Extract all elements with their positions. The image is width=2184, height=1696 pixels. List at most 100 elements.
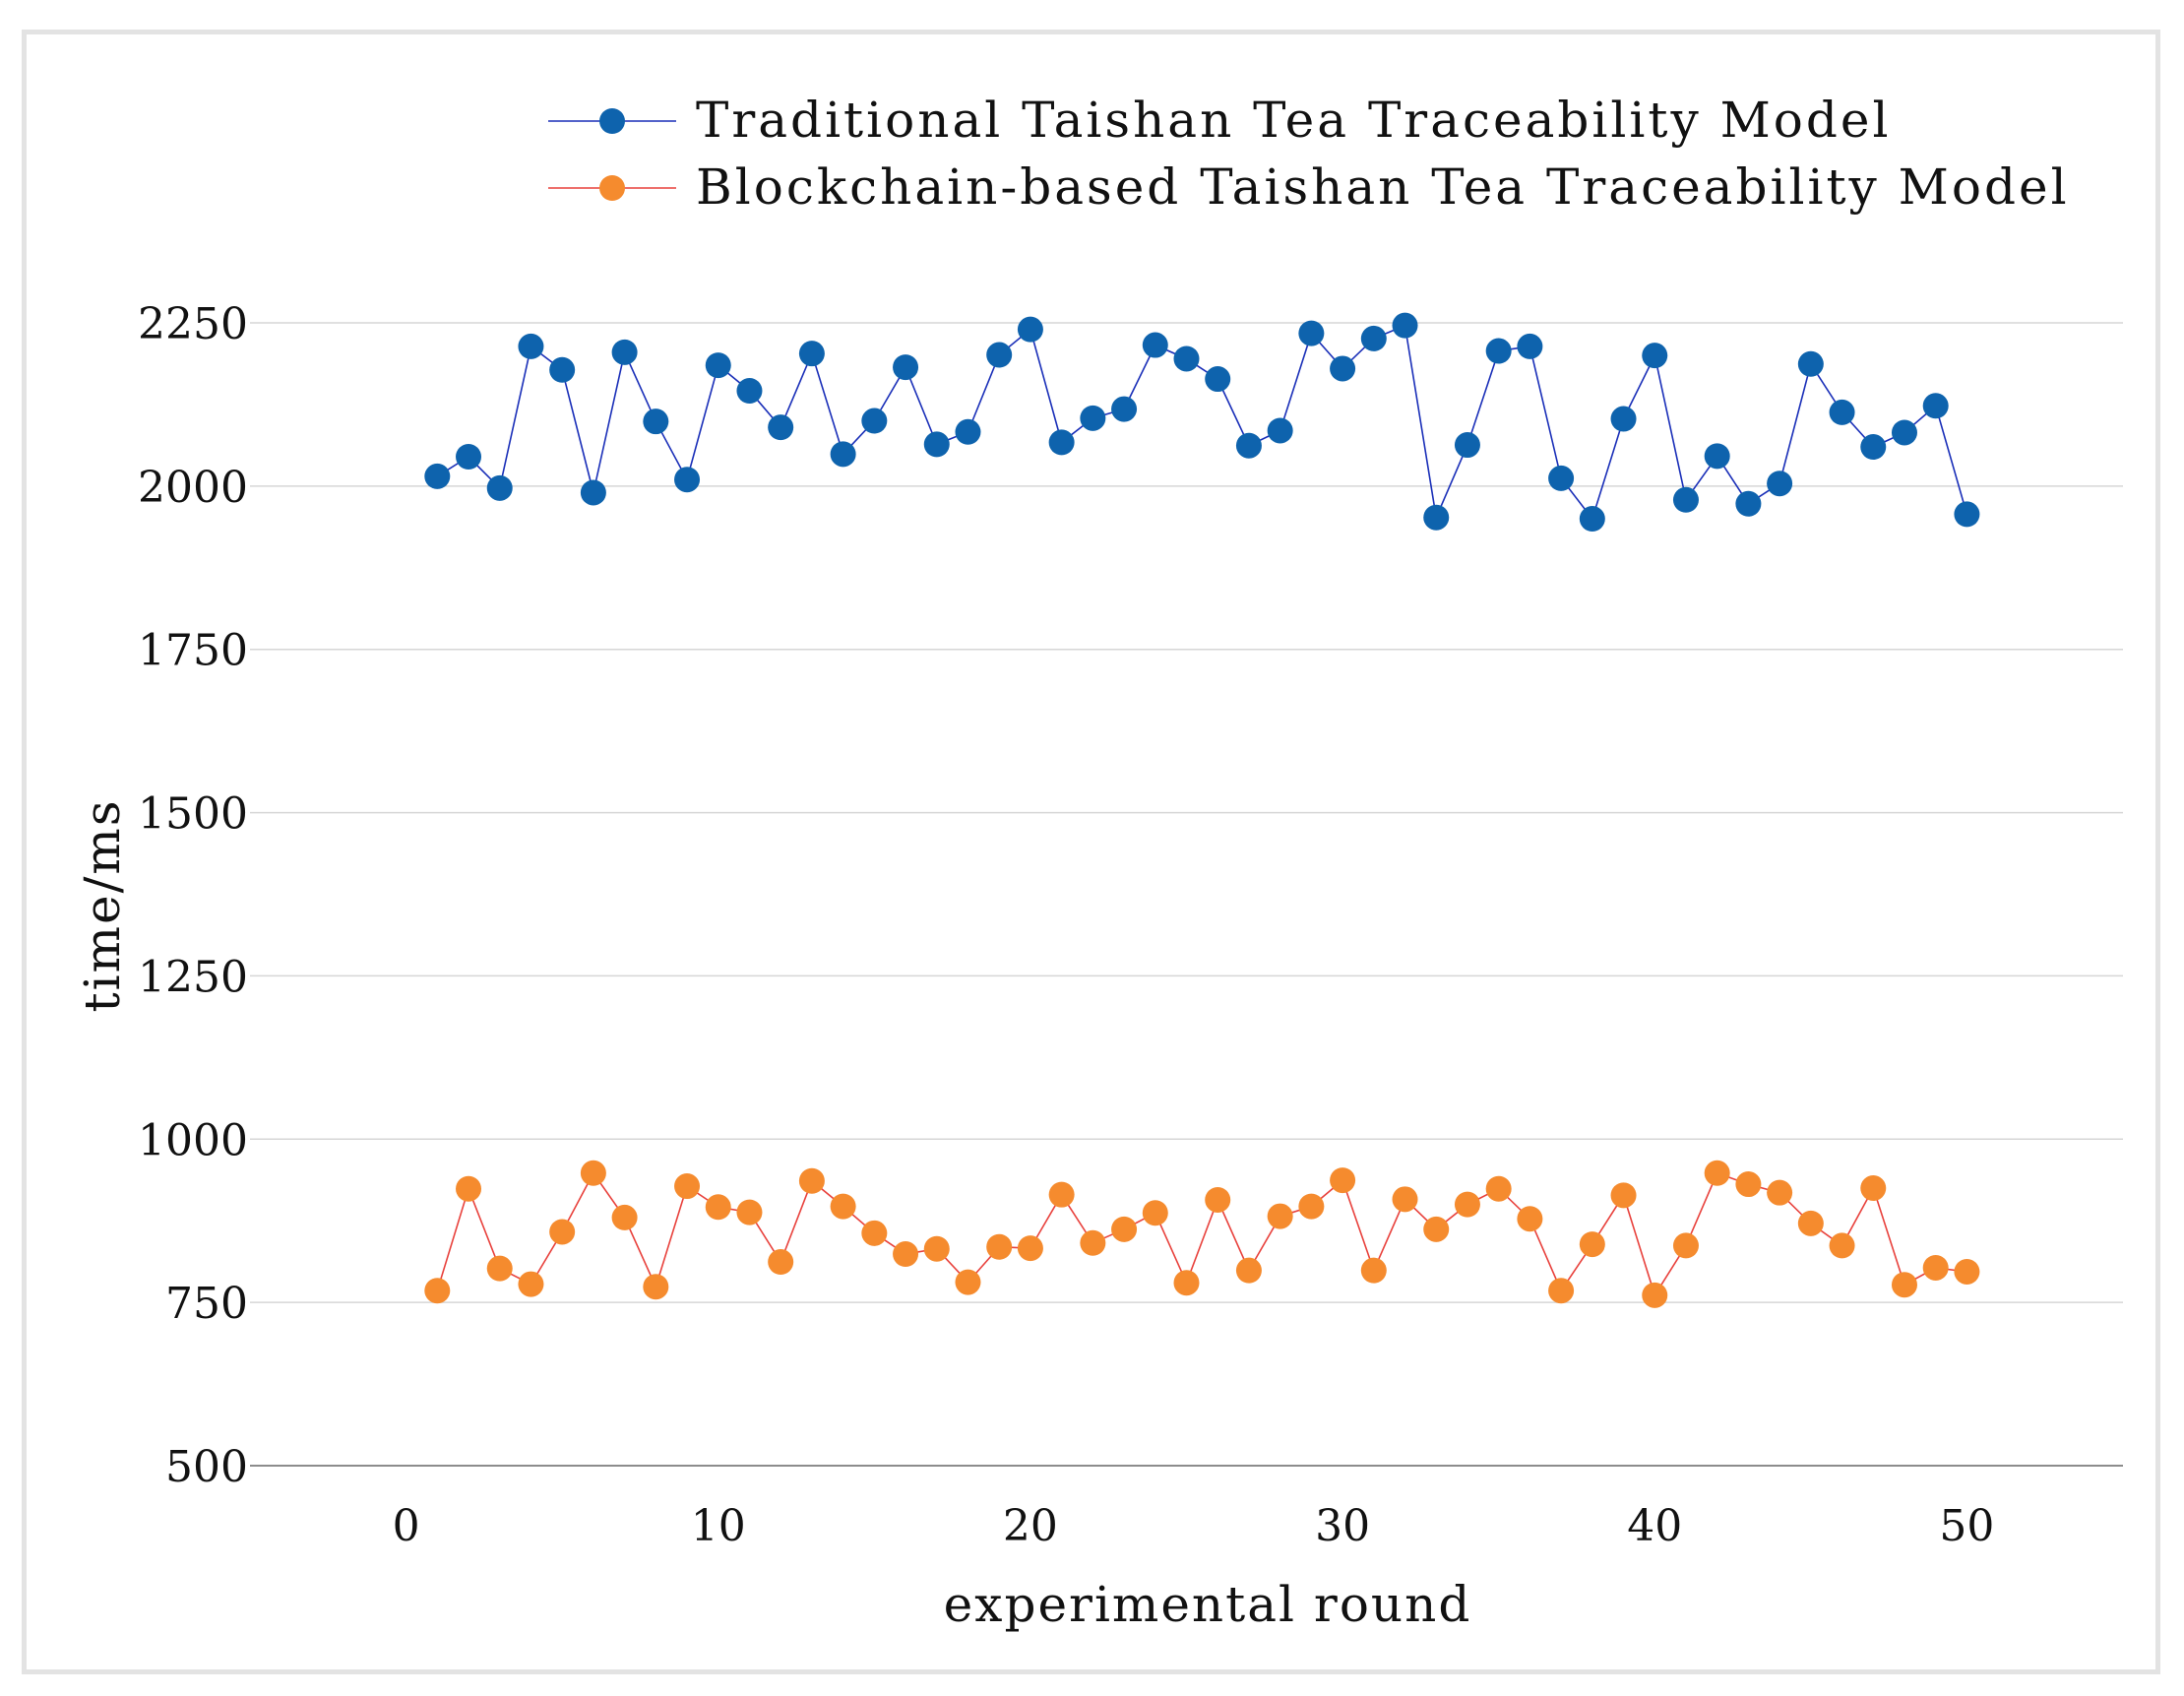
data-point <box>1392 1186 1418 1213</box>
data-point <box>1330 1167 1356 1194</box>
legend-item-1: Traditional Taishan Tea Traceability Mod… <box>548 92 1892 149</box>
data-point <box>923 431 950 458</box>
data-point <box>1797 1210 1824 1236</box>
data-point <box>1579 506 1605 533</box>
data-point <box>1392 312 1418 339</box>
data-point <box>1048 1181 1075 1208</box>
legend-marker <box>599 175 625 201</box>
x-tick-label: 30 <box>1315 1501 1370 1551</box>
data-point <box>549 1219 576 1245</box>
data-point <box>893 1241 919 1268</box>
data-point <box>1704 443 1730 470</box>
data-point <box>986 1233 1013 1260</box>
data-point <box>1173 1270 1200 1296</box>
data-point <box>955 1269 981 1295</box>
x-tick-label: 50 <box>1939 1501 1994 1551</box>
data-point <box>893 354 919 381</box>
x-axis-ticks: 0 10 20 30 40 50 <box>393 1501 1995 1551</box>
data-point <box>1579 1231 1605 1258</box>
data-point <box>1517 333 1543 359</box>
series-group <box>424 312 1980 1308</box>
data-point <box>518 1271 544 1297</box>
data-point <box>1235 432 1262 459</box>
data-point <box>1017 316 1043 343</box>
data-point <box>1517 1206 1543 1232</box>
data-point <box>1672 1232 1699 1259</box>
data-point <box>1735 490 1762 517</box>
data-point <box>1298 1193 1325 1220</box>
data-point <box>830 441 856 468</box>
data-point <box>1860 434 1887 461</box>
series-2 <box>424 1160 1980 1308</box>
data-point <box>1205 366 1231 393</box>
y-tick-label: 750 <box>165 1279 248 1329</box>
y-tick-label: 500 <box>165 1442 248 1492</box>
data-point <box>955 418 981 445</box>
data-point <box>1423 1216 1450 1242</box>
series-1 <box>424 312 1980 533</box>
y-tick-label: 1750 <box>138 626 248 676</box>
data-point <box>736 1199 763 1225</box>
data-point <box>1235 1257 1262 1284</box>
data-point <box>705 352 731 379</box>
data-point <box>456 1175 482 1202</box>
data-point <box>1423 504 1450 531</box>
x-tick-label: 10 <box>691 1501 746 1551</box>
data-point <box>1735 1171 1762 1198</box>
legend: Traditional Taishan Tea Traceability Mod… <box>548 92 2067 216</box>
data-point <box>1017 1235 1043 1262</box>
y-tick-label: 1000 <box>138 1115 248 1165</box>
data-point <box>1954 501 1980 528</box>
y-tick-label: 1500 <box>138 789 248 840</box>
data-point <box>549 356 576 383</box>
x-tick-label: 40 <box>1627 1501 1682 1551</box>
data-point <box>1454 1191 1480 1218</box>
data-point <box>861 1220 888 1246</box>
x-axis-label: experimental round <box>944 1576 1472 1633</box>
data-point <box>1205 1186 1231 1213</box>
data-point <box>1704 1160 1730 1186</box>
data-point <box>486 474 513 501</box>
data-point <box>1922 393 1949 419</box>
data-point <box>1642 343 1668 369</box>
data-point <box>1548 465 1575 491</box>
y-axis-label: time/ms <box>74 798 131 1012</box>
data-point <box>798 341 825 367</box>
data-point <box>1767 471 1793 497</box>
x-tick-label: 20 <box>1003 1501 1058 1551</box>
data-point <box>1360 325 1387 351</box>
data-point <box>1048 429 1075 456</box>
data-point <box>674 1173 701 1200</box>
data-point <box>580 479 606 506</box>
data-point <box>611 339 638 365</box>
data-point <box>1080 405 1106 431</box>
data-point <box>674 467 701 493</box>
data-point <box>1829 399 1855 425</box>
x-tick-label: 0 <box>393 1501 420 1551</box>
data-point <box>1829 1232 1855 1259</box>
data-point <box>643 1274 669 1300</box>
data-point <box>1267 417 1293 444</box>
data-point <box>1080 1229 1106 1256</box>
y-tick-label: 2000 <box>138 463 248 513</box>
data-point <box>861 408 888 434</box>
data-point <box>1454 432 1480 459</box>
data-point <box>1860 1175 1887 1202</box>
data-point <box>768 414 794 441</box>
data-point <box>424 463 451 489</box>
data-point <box>1485 338 1512 364</box>
data-point <box>1111 1216 1138 1242</box>
data-point <box>643 408 669 435</box>
data-point <box>1954 1258 1980 1285</box>
data-point <box>830 1193 856 1220</box>
data-point <box>705 1194 731 1221</box>
data-point <box>1548 1278 1575 1304</box>
data-point <box>798 1167 825 1194</box>
data-point <box>1298 320 1325 346</box>
legend-label: Traditional Taishan Tea Traceability Mod… <box>696 92 1892 149</box>
data-point <box>518 333 544 359</box>
data-point <box>768 1249 794 1276</box>
data-point <box>611 1204 638 1230</box>
data-point <box>1360 1257 1387 1284</box>
gridlines <box>250 322 2123 1467</box>
